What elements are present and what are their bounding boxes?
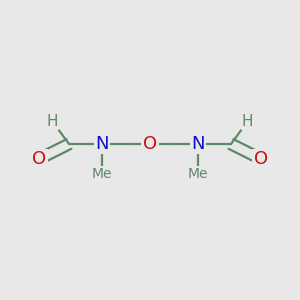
Text: N: N [95,135,109,153]
Text: N: N [191,135,205,153]
Text: H: H [242,114,253,129]
Text: O: O [254,150,268,168]
Text: O: O [32,150,46,168]
Text: O: O [143,135,157,153]
Text: H: H [47,114,58,129]
Text: Me: Me [188,167,208,181]
Text: Me: Me [92,167,112,181]
